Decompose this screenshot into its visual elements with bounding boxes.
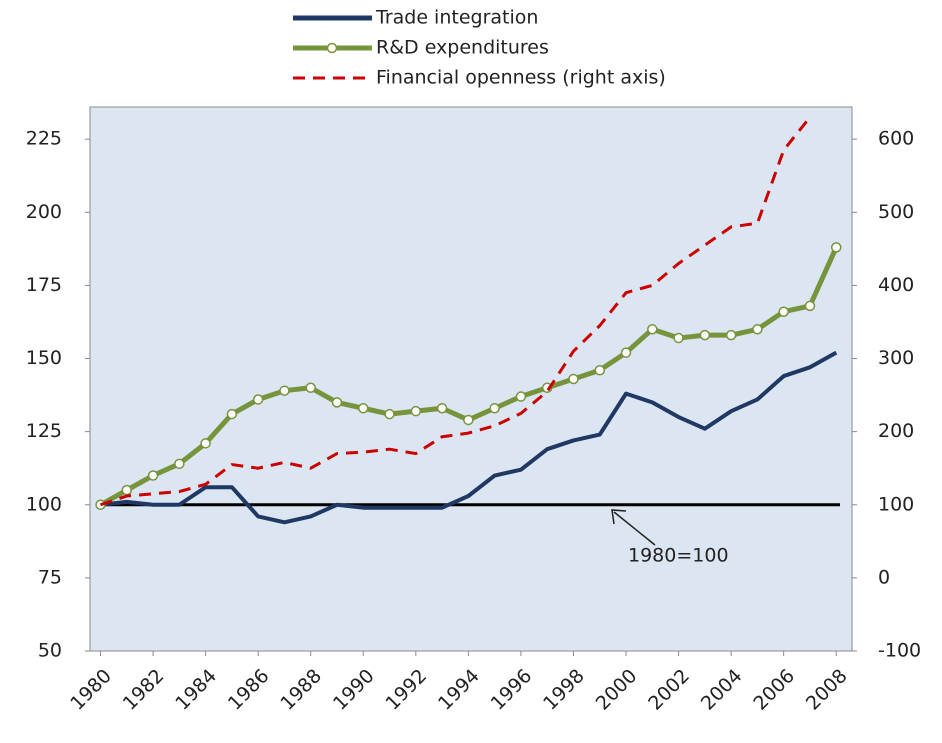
- series-marker: [384, 408, 395, 420]
- series-marker: [778, 306, 789, 317]
- series-marker: [410, 405, 422, 417]
- y-tick-label: 175: [26, 274, 62, 296]
- y-tick-label: 150: [26, 347, 62, 369]
- x-tick-label: 2006: [749, 665, 799, 715]
- x-tick-label: 1988: [276, 665, 326, 715]
- y2-tick-label: 600: [878, 128, 914, 150]
- x-tick-label: 1986: [224, 665, 274, 715]
- series-line: [100, 350, 838, 525]
- legend-label: Trade integration: [375, 7, 538, 29]
- x-tick-label: 2000: [592, 665, 642, 715]
- series-marker: [252, 394, 264, 405]
- series-marker: [647, 324, 658, 335]
- series-marker: [489, 402, 500, 414]
- x-tick-label: 1996: [487, 665, 537, 715]
- series-marker: [200, 438, 211, 449]
- y-tick-label: 75: [38, 566, 62, 588]
- series-marker: [279, 385, 290, 396]
- y2-tick-label: -100: [878, 640, 921, 662]
- y-tick-label: 100: [26, 493, 62, 515]
- x-tick-label: 2004: [697, 665, 747, 715]
- series-marker: [752, 324, 763, 335]
- x-tick-label: 1980: [66, 665, 116, 715]
- series-marker: [699, 329, 711, 341]
- series-marker: [515, 391, 527, 402]
- series-line: [100, 116, 812, 507]
- legend-label: Financial openness (right axis): [376, 67, 666, 89]
- series-marker: [174, 458, 185, 470]
- series-marker: [305, 382, 316, 394]
- y2-tick-label: 500: [878, 201, 914, 223]
- y-tick-label: 50: [38, 640, 62, 662]
- x-tick-label: 1990: [329, 665, 379, 715]
- legend-marker: [326, 42, 338, 54]
- series-marker: [673, 332, 684, 344]
- y2-tick-label: 300: [878, 347, 914, 369]
- series-marker: [594, 364, 606, 376]
- x-tick-label: 1984: [171, 665, 221, 715]
- series-marker: [436, 402, 448, 414]
- annotation: 1980=100: [611, 509, 729, 567]
- series-marker: [804, 300, 816, 312]
- series-marker: [331, 397, 343, 408]
- annotation-arrow: [613, 511, 656, 546]
- series-marker: [147, 470, 159, 481]
- series-marker: [463, 414, 474, 426]
- y2-tick-label: 400: [878, 274, 914, 296]
- y-tick-label: 225: [26, 128, 62, 150]
- x-tick-label: 1998: [539, 665, 589, 715]
- x-tick-label: 1982: [119, 665, 169, 715]
- annotation-text: 1980=100: [628, 545, 729, 567]
- y2-tick-label: 0: [878, 566, 890, 588]
- series-marker: [226, 408, 238, 420]
- plot-area: [89, 106, 853, 652]
- x-tick-label: 1994: [434, 665, 484, 715]
- y2-tick-label: 200: [878, 420, 914, 442]
- x-tick-label: 1992: [381, 665, 431, 715]
- y-tick-label: 200: [26, 201, 62, 223]
- series-marker: [620, 347, 632, 358]
- series-marker: [725, 329, 737, 341]
- y-tick-label: 125: [26, 420, 62, 442]
- series-marker: [358, 402, 369, 414]
- x-tick-label: 2008: [802, 665, 852, 715]
- annotation-arrowhead: [611, 509, 627, 525]
- series-marker: [568, 373, 579, 385]
- legend-label: R&D expenditures: [376, 37, 549, 59]
- y2-tick-label: 100: [878, 493, 914, 515]
- x-tick-label: 2002: [644, 665, 694, 715]
- series-marker: [121, 484, 133, 496]
- series-marker: [830, 242, 842, 253]
